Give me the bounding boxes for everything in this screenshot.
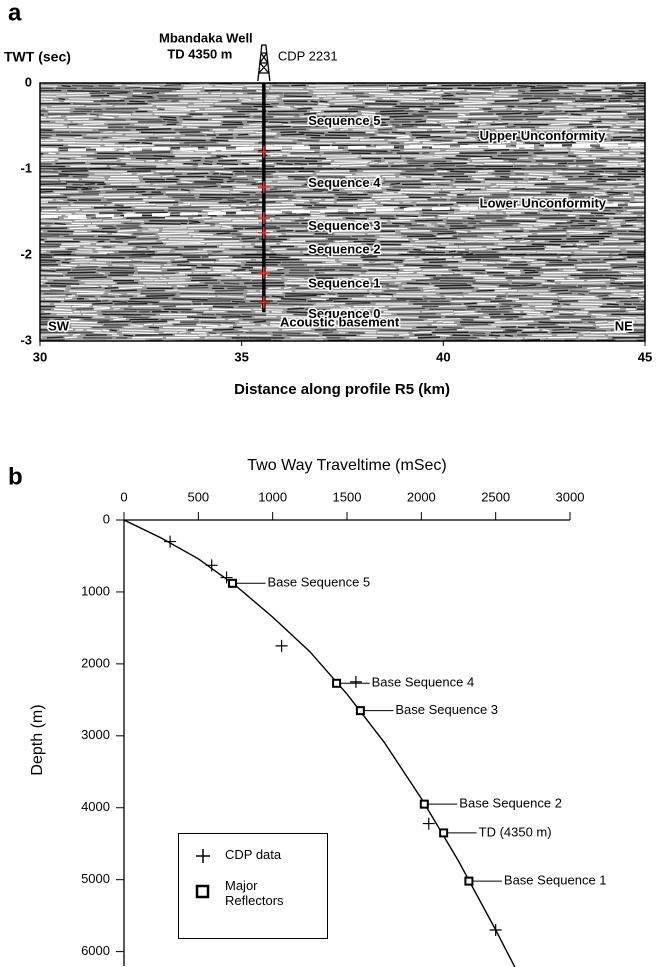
y-tick-label: 1000 [81, 583, 110, 598]
y-tick-label: 6000 [81, 943, 110, 958]
x-tick-label: 35 [234, 349, 248, 364]
legend-label: Major Reflectors [225, 878, 284, 908]
x-tick-label: 1000 [258, 489, 287, 504]
unconformity-line [40, 143, 645, 152]
x-axis-title: Two Way Traveltime (mSec) [247, 457, 446, 474]
cdp-marker [220, 571, 233, 584]
annotation: Sequence 5 [308, 113, 380, 128]
fit-curve [124, 520, 516, 967]
well-marker [257, 226, 270, 239]
cdp-marker [164, 535, 177, 548]
point-label: Base Sequence 4 [372, 675, 475, 690]
annotation: Sequence 3 [308, 218, 380, 233]
x-tick-label: 1500 [333, 489, 362, 504]
y-tick-label: 3000 [81, 727, 110, 742]
legend-symbol [196, 849, 210, 863]
x-tick-label: 30 [33, 349, 47, 364]
well-name: Mbandaka Well [159, 30, 253, 45]
x-tick-label: 2500 [481, 489, 510, 504]
y-tick-label: -2 [20, 246, 32, 261]
x-tick-label: 3000 [556, 489, 585, 504]
panel-label: b [8, 463, 23, 490]
cdp-marker [489, 924, 502, 937]
y-tick-label: 2000 [81, 655, 110, 670]
y-tick-label: 0 [103, 511, 110, 526]
cdp-marker [349, 675, 362, 688]
cdp-marker [422, 817, 435, 830]
well-cdp: CDP 2231 [278, 48, 338, 63]
point-label: Base Sequence 3 [395, 702, 498, 717]
reflector-marker [228, 578, 238, 588]
seismic-image [40, 83, 645, 341]
derrick-icon [257, 44, 271, 82]
well-marker [257, 181, 270, 194]
reflector-marker [419, 799, 429, 809]
y-tick-label: 4000 [81, 799, 110, 814]
well-marker [257, 267, 270, 280]
well-marker [257, 296, 270, 309]
y-tick-label: 0 [25, 74, 32, 89]
annotation: Upper Unconformity [480, 128, 606, 143]
x-tick-label: 45 [638, 349, 652, 364]
cdp-marker [205, 559, 218, 572]
y-axis-title: Depth (m) [29, 704, 46, 775]
well-marker [257, 212, 270, 225]
x-tick-label: 500 [187, 489, 209, 504]
annotation: Acoustic basement [280, 314, 400, 329]
y-tick-label: -1 [20, 160, 32, 175]
x-tick-label: 0 [120, 489, 127, 504]
annotation: SW [48, 319, 70, 334]
legend-label: CDP data [225, 847, 282, 862]
cdp-marker [275, 639, 288, 652]
well-td: TD 4350 m [167, 46, 232, 61]
x-axis-title: Distance along profile R5 (km) [234, 381, 450, 398]
annotation: NE [615, 319, 633, 334]
x-tick-label: 2000 [407, 489, 436, 504]
legend-symbol [195, 884, 210, 899]
y-axis-title: TWT (sec) [4, 49, 71, 65]
y-tick-label: -3 [20, 332, 32, 347]
reflector-marker [355, 706, 365, 716]
point-label: Base Sequence 5 [268, 575, 371, 590]
legend: CDP data Major Reflectors [178, 833, 328, 939]
panel-label: a [8, 0, 22, 26]
unconformity-line [40, 202, 645, 219]
reflector-marker [439, 828, 449, 838]
seismic-texture [40, 83, 645, 341]
seismic-texture [40, 83, 645, 341]
point-label: Base Sequence 1 [504, 873, 607, 888]
y-tick-label: 5000 [81, 871, 110, 886]
annotation: Sequence 2 [308, 241, 380, 256]
annotation: Sequence 0 [308, 306, 380, 321]
reflector-marker [332, 678, 342, 688]
point-label: Base Sequence 2 [459, 796, 562, 811]
x-tick-label: 40 [436, 349, 450, 364]
annotation: Sequence 4 [308, 175, 381, 190]
well-marker [257, 145, 270, 158]
annotation: Sequence 1 [308, 276, 380, 291]
point-label: TD (4350 m) [479, 824, 552, 839]
annotation: Lower Unconformity [480, 196, 607, 211]
reflector-marker [464, 876, 474, 886]
